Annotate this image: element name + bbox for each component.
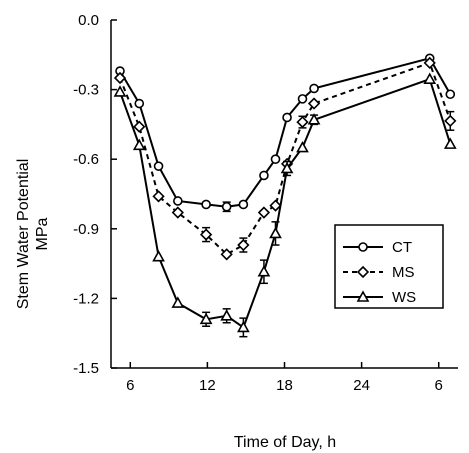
- y-tick-label: -0.9: [73, 221, 99, 238]
- data-point-ws: [296, 140, 309, 153]
- y-tick-label: -0.3: [73, 82, 99, 99]
- legend-marker-ct: [358, 242, 368, 252]
- data-point-ws: [257, 265, 271, 277]
- y-axis-title-line-1: Stem Water Potential: [15, 159, 32, 310]
- series-ct: [115, 53, 456, 213]
- legend-label: MS: [392, 264, 415, 281]
- data-point-ct: [153, 161, 164, 171]
- data-point-ct: [309, 83, 319, 94]
- data-point-ms: [423, 56, 436, 70]
- y-tick-label: -0.6: [73, 151, 99, 168]
- data-point-ws: [171, 296, 185, 308]
- data-point-ct: [134, 98, 145, 109]
- data-point-ms: [133, 120, 146, 133]
- data-point-ms: [171, 206, 184, 219]
- legend-marker-ws: [356, 290, 370, 302]
- data-point-ws: [152, 249, 165, 262]
- legend: CT MS WS: [334, 224, 444, 309]
- x-tick-label: 18: [276, 377, 293, 394]
- y-axis-title-line-2: MPa: [34, 217, 51, 250]
- data-point-ct: [173, 196, 183, 206]
- data-point-ct: [270, 154, 281, 164]
- data-point-ws: [237, 320, 250, 333]
- legend-item-ws: WS: [343, 289, 416, 306]
- data-point-ms: [113, 71, 127, 85]
- data-point-ms: [257, 206, 271, 219]
- data-point-ct: [221, 201, 232, 212]
- x-tick-label: 24: [353, 377, 370, 394]
- y-tick-label: 0.0: [78, 12, 99, 29]
- legend-item-ms: MS: [343, 264, 415, 281]
- data-point-ws: [280, 161, 294, 174]
- data-point-ms: [269, 199, 282, 212]
- data-point-ct: [445, 89, 456, 100]
- data-point-ms: [220, 248, 233, 261]
- series-group: [113, 53, 457, 338]
- data-point-ws: [220, 309, 234, 321]
- data-point-ws: [132, 138, 146, 151]
- data-point-ws: [269, 226, 282, 239]
- data-point-ct: [238, 199, 249, 210]
- x-tick-label: 6: [126, 377, 134, 394]
- series-ws: [113, 72, 457, 338]
- legend-label: CT: [392, 239, 412, 256]
- y-tick-label: -1.2: [73, 290, 99, 307]
- data-point-ms: [237, 238, 250, 252]
- data-point-ws: [443, 137, 457, 149]
- axes: [110, 20, 458, 369]
- data-point-ct: [201, 199, 211, 210]
- legend-box: [334, 224, 444, 309]
- data-point-ms: [296, 115, 309, 129]
- ticks-group: 0.0 -0.3 -0.6 -0.9 -1.2 -1.5 6 12 18 24 6: [73, 12, 443, 394]
- y-tick-label: -1.5: [73, 360, 99, 377]
- legend-marker-ms: [356, 265, 370, 279]
- data-point-ms: [444, 114, 457, 128]
- data-point-ct: [297, 94, 308, 104]
- data-point-ws: [199, 312, 213, 325]
- data-point-ct: [282, 112, 292, 123]
- data-point-ct: [259, 170, 269, 181]
- x-axis-title: Time of Day, h: [234, 434, 336, 451]
- data-point-ws: [113, 85, 127, 97]
- legend-label: WS: [392, 289, 416, 306]
- x-tick-label: 6: [435, 377, 443, 394]
- data-point-ws: [307, 113, 321, 125]
- data-point-ms: [199, 228, 213, 241]
- y-axis-title-group: Stem Water Potential MPa: [15, 159, 51, 310]
- data-point-ms: [307, 97, 321, 110]
- data-point-ms: [152, 190, 165, 203]
- legend-item-ct: CT: [343, 239, 412, 256]
- data-point-ws: [423, 72, 437, 84]
- x-tick-label: 12: [199, 377, 216, 394]
